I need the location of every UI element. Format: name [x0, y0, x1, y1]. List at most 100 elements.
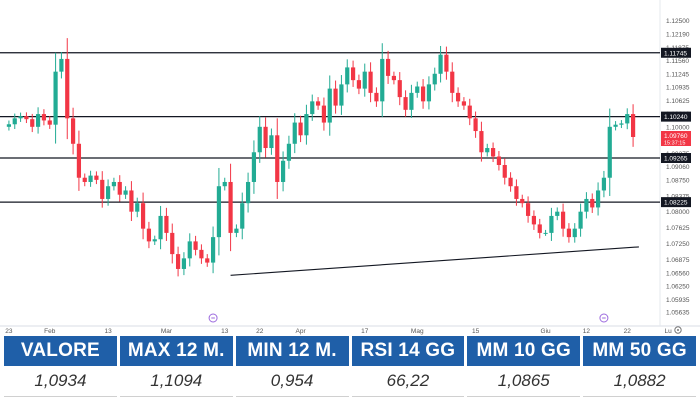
- candle-body: [525, 203, 531, 216]
- candle-body: [181, 258, 187, 269]
- candle-body: [356, 80, 362, 89]
- candle-body: [496, 156, 502, 165]
- candle-body: [263, 126, 268, 149]
- candle-body: [187, 241, 192, 259]
- candle-body: [368, 71, 373, 93]
- candle-body: [158, 215, 163, 240]
- candle-body: [461, 101, 467, 106]
- x-tick-label: 22: [624, 328, 632, 335]
- x-tick-label: Apr: [296, 328, 307, 335]
- candle-body: [380, 58, 385, 102]
- level-price-label: 1.10240: [664, 114, 688, 121]
- candle-body: [420, 86, 426, 102]
- x-tick-label: 13: [221, 328, 229, 335]
- candle-body: [53, 71, 58, 125]
- candle-body: [18, 116, 23, 119]
- chart-settings-icon[interactable]: [674, 326, 682, 334]
- candle-body: [216, 186, 222, 238]
- candle-body: [111, 181, 117, 187]
- candle-body: [455, 92, 461, 102]
- candle-body: [94, 175, 99, 180]
- candle-body: [321, 105, 327, 123]
- stat-column-min-12m: MIN 12 M. 0,954: [235, 336, 349, 397]
- candle-body: [286, 143, 292, 161]
- y-tick-label: 1.06250: [666, 283, 690, 290]
- candle-body: [222, 181, 227, 187]
- candle-body: [520, 198, 525, 204]
- candle-body: [310, 101, 315, 115]
- candle-body: [572, 228, 577, 238]
- stat-column-mm-10gg: MM 10 GG 1,0865: [467, 336, 581, 397]
- y-tick-label: 1.08375: [666, 193, 690, 200]
- candle-body: [70, 118, 76, 144]
- candle-body: [397, 80, 402, 98]
- candle-body: [12, 118, 17, 125]
- level-price-tag: [661, 47, 691, 58]
- x-tick-label: 17: [361, 328, 369, 335]
- candle-body: [257, 126, 262, 153]
- x-tick-label: 23: [5, 328, 13, 335]
- y-tick-label: 1.08000: [666, 209, 690, 216]
- candle-body: [88, 175, 93, 182]
- candle-body: [280, 160, 286, 182]
- candle-body: [152, 239, 157, 242]
- candle-body: [345, 67, 350, 85]
- candle-body: [619, 123, 624, 125]
- candle-body: [47, 120, 52, 125]
- level-price-tag: [661, 197, 691, 208]
- candle-body: [193, 241, 198, 250]
- candle-body: [24, 116, 29, 120]
- stat-header: MM 50 GG: [583, 336, 696, 366]
- candle-body: [485, 148, 490, 153]
- chart-svg: 1.125001.121901.118751.115601.112451.109…: [0, 0, 700, 336]
- candle-body: [537, 224, 542, 233]
- candle-body: [6, 124, 12, 127]
- candle-body: [339, 84, 344, 106]
- candle-body: [595, 190, 601, 208]
- candle-body: [117, 181, 122, 195]
- candle-body: [543, 232, 548, 234]
- candle-body: [391, 75, 397, 81]
- candle-body: [531, 215, 537, 225]
- stat-value: 0,954: [235, 366, 349, 397]
- candle-body: [601, 177, 607, 191]
- y-tick-label: 1.06875: [666, 257, 690, 264]
- stat-column-rsi-14gg: RSI 14 GG 66,22: [351, 336, 465, 397]
- candle-body: [508, 177, 513, 187]
- y-tick-label: 1.12500: [666, 18, 690, 25]
- candle-body: [415, 86, 420, 93]
- gear-hub: [677, 329, 679, 331]
- candle-body: [135, 203, 140, 212]
- stat-column-valore: VALORE 1,0934: [4, 336, 117, 397]
- candle-body: [129, 190, 134, 212]
- candle-body: [333, 88, 338, 106]
- y-tick-label: 1.07625: [666, 225, 690, 232]
- candle-body: [245, 181, 251, 204]
- candle-body: [298, 122, 303, 136]
- candle-body: [607, 126, 612, 178]
- y-tick-label: 1.10625: [666, 98, 690, 105]
- candle-body: [76, 143, 82, 178]
- current-price-label: 1.09760: [664, 133, 688, 140]
- stats-table: VALORE 1,0934 MAX 12 M. 1,1094 MIN 12 M.…: [4, 336, 696, 397]
- candle-body: [251, 152, 257, 182]
- candle-body: [385, 58, 391, 76]
- candle-body: [490, 148, 496, 157]
- candle-body: [566, 228, 572, 238]
- candle-body: [315, 101, 321, 106]
- candle-body: [362, 71, 367, 89]
- candle-body: [630, 114, 636, 137]
- y-tick-label: 1.08750: [666, 177, 690, 184]
- price-chart[interactable]: 1.125001.121901.118751.115601.112451.109…: [0, 0, 700, 336]
- level-price-tag: [661, 111, 691, 122]
- candle-body: [560, 211, 566, 229]
- candle-body: [228, 181, 233, 233]
- candle-body: [426, 84, 432, 102]
- candle-body: [292, 122, 297, 144]
- x-tick-label: 12: [583, 328, 591, 335]
- y-tick-label: 1.07250: [666, 241, 690, 248]
- y-tick-label: 1.10000: [666, 124, 690, 131]
- stat-value: 1,0865: [467, 366, 581, 397]
- candle-body: [473, 118, 478, 132]
- candle-body: [175, 254, 181, 269]
